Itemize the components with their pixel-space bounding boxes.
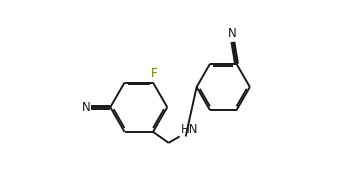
Text: F: F [151,67,157,80]
Text: N: N [81,101,90,114]
Text: N: N [228,27,237,40]
Text: HN: HN [180,122,198,135]
